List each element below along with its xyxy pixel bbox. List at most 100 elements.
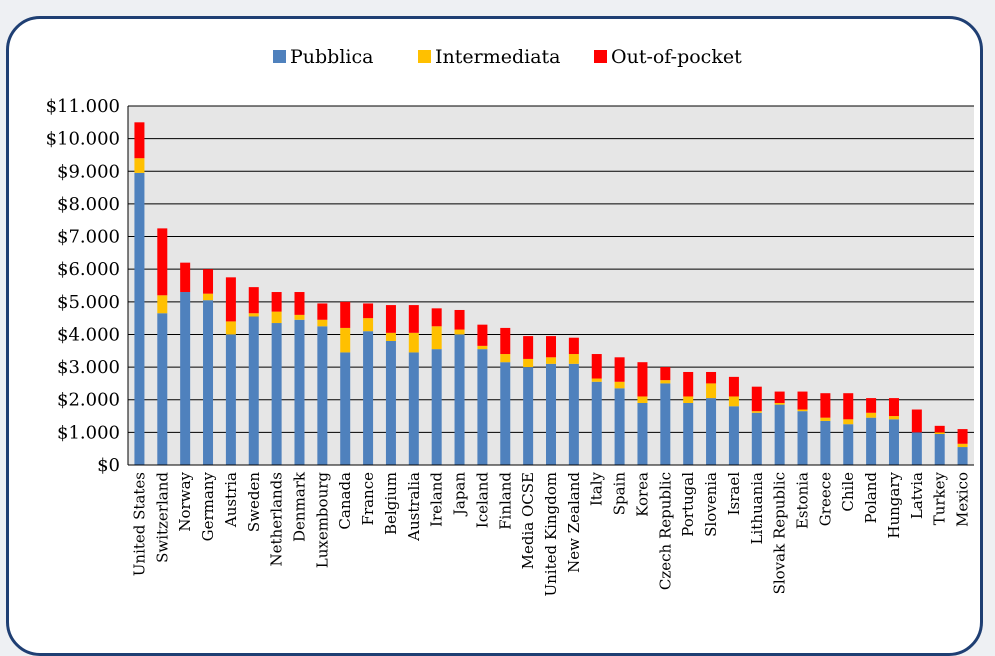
bar-out-of-pocket-france — [363, 303, 374, 319]
y-tick-label: $1.000 — [57, 422, 120, 443]
bar-pubblica-mexico — [957, 447, 968, 465]
bar-intermediata-united-kingdom — [546, 357, 556, 364]
bar-out-of-pocket-canada — [340, 301, 351, 328]
bar-out-of-pocket-korea — [637, 362, 648, 397]
bar-pubblica-belgium — [385, 340, 396, 465]
bar-out-of-pocket-estonia — [797, 391, 808, 410]
bar-pubblica-austria — [225, 334, 236, 465]
bar-intermediata-united-states — [134, 158, 145, 173]
x-tick-label: Turkey — [931, 471, 949, 525]
x-tick-label: Denmark — [290, 471, 308, 542]
bar-pubblica-denmark — [294, 319, 305, 465]
bars — [134, 122, 968, 465]
bar-out-of-pocket-latvia — [911, 409, 922, 433]
legend-swatch-out-of-pocket — [594, 50, 607, 63]
y-tick-label: $4.000 — [57, 324, 120, 345]
x-tick-label: Greece — [816, 472, 834, 526]
bar-intermediata-ireland — [431, 326, 442, 350]
bar-out-of-pocket-greece — [820, 393, 831, 418]
x-tick-label: Belgium — [382, 472, 400, 535]
x-tick-label: Netherlands — [268, 472, 286, 566]
bar-out-of-pocket-hungary — [888, 398, 899, 417]
x-tick-label: Media OCSE — [519, 472, 537, 569]
y-tick-label: $11.000 — [46, 96, 120, 117]
x-tick-label: France — [359, 472, 377, 526]
stacked-bar-chart: Pubblica Intermediata Out-of-pocket $0 $1.0… — [46, 46, 974, 597]
x-tick-label: Australia — [405, 472, 423, 542]
x-tick-label: Chile — [839, 472, 857, 512]
bar-out-of-pocket-mexico — [957, 429, 968, 444]
bar-out-of-pocket-lithuania — [751, 386, 762, 412]
y-tick-label: $0 — [97, 455, 120, 476]
bar-out-of-pocket-japan — [454, 309, 465, 330]
bar-pubblica-iceland — [477, 349, 488, 465]
bar-out-of-pocket-slovak-republic — [774, 391, 785, 403]
x-tick-label: Finland — [496, 472, 514, 530]
x-tick-label: Hungary — [885, 471, 903, 538]
legend-swatch-intermediata — [418, 50, 431, 63]
bar-pubblica-italy — [591, 381, 602, 465]
bar-intermediata-japan — [454, 329, 465, 335]
bar-out-of-pocket-media-ocse — [523, 336, 534, 359]
x-tick-label: Austria — [222, 472, 240, 528]
bar-intermediata-canada — [340, 327, 351, 353]
legend-swatch-pubblica — [273, 50, 286, 63]
bar-intermediata-czech-republic — [660, 380, 671, 384]
bar-pubblica-greece — [820, 420, 831, 465]
bar-pubblica-slovenia — [706, 398, 717, 465]
x-tick-label: Ireland — [428, 472, 446, 527]
bar-out-of-pocket-austria — [225, 277, 236, 322]
y-tick-label: $10.000 — [46, 129, 120, 150]
x-tick-label: Korea — [633, 472, 651, 517]
y-tick-label: $6.000 — [57, 259, 120, 280]
bar-pubblica-spain — [614, 388, 625, 465]
bar-pubblica-sweden — [248, 316, 259, 465]
bar-out-of-pocket-israel — [728, 376, 739, 397]
x-tick-label: Poland — [862, 472, 880, 524]
bar-intermediata-slovenia — [706, 383, 717, 399]
bar-intermediata-greece — [820, 417, 831, 421]
x-axis: United States Switzerland Norway Germany Aus… — [128, 464, 974, 597]
bar-pubblica-ireland — [431, 349, 442, 465]
bar-pubblica-turkey — [934, 433, 945, 465]
bar-pubblica-luxembourg — [317, 326, 328, 465]
bar-out-of-pocket-czech-republic — [660, 367, 671, 381]
bar-pubblica-germany — [203, 300, 214, 465]
x-tick-label: Iceland — [473, 472, 491, 529]
gridlines — [128, 105, 974, 466]
y-tick-label: $5.000 — [57, 292, 120, 313]
x-tick-label: Lithuania — [748, 472, 766, 545]
x-tick-label: Spain — [611, 472, 629, 516]
bar-intermediata-slovak-republic — [774, 402, 785, 405]
bar-out-of-pocket-sweden — [248, 287, 259, 314]
bar-out-of-pocket-united-kingdom — [546, 336, 556, 358]
bar-intermediata-israel — [728, 396, 739, 407]
bar-intermediata-korea — [637, 396, 648, 403]
x-tick-label: Mexico — [954, 472, 972, 527]
bar-out-of-pocket-poland — [866, 398, 877, 413]
bar-out-of-pocket-turkey — [934, 425, 945, 433]
x-tick-label: Luxembourg — [313, 472, 331, 569]
x-tick-label: Slovenia — [702, 472, 720, 537]
y-tick-label: $3.000 — [57, 357, 120, 378]
x-tick-label: Israel — [725, 472, 743, 516]
bar-intermediata-netherlands — [271, 311, 282, 324]
bar-pubblica-slovak-republic — [774, 404, 785, 465]
bar-pubblica-netherlands — [271, 323, 282, 465]
bar-pubblica-norway — [180, 292, 191, 465]
bar-pubblica-chile — [843, 424, 854, 465]
legend-label-out-of-pocket: Out-of-pocket — [611, 46, 742, 68]
x-tick-label: Sweden — [245, 472, 263, 532]
bar-intermediata-poland — [866, 412, 877, 418]
bar-out-of-pocket-belgium — [385, 305, 396, 333]
bar-out-of-pocket-iceland — [477, 324, 488, 346]
x-tick-label: United Kingdom — [542, 472, 560, 597]
bar-pubblica-portugal — [683, 402, 694, 465]
bar-pubblica-canada — [340, 352, 351, 465]
bar-out-of-pocket-netherlands — [271, 292, 282, 312]
bar-intermediata-hungary — [888, 416, 899, 420]
bar-intermediata-finland — [500, 354, 511, 363]
y-tick-label: $7.000 — [57, 227, 120, 248]
bar-pubblica-switzerland — [157, 313, 168, 465]
bar-out-of-pocket-new-zealand — [568, 337, 579, 355]
